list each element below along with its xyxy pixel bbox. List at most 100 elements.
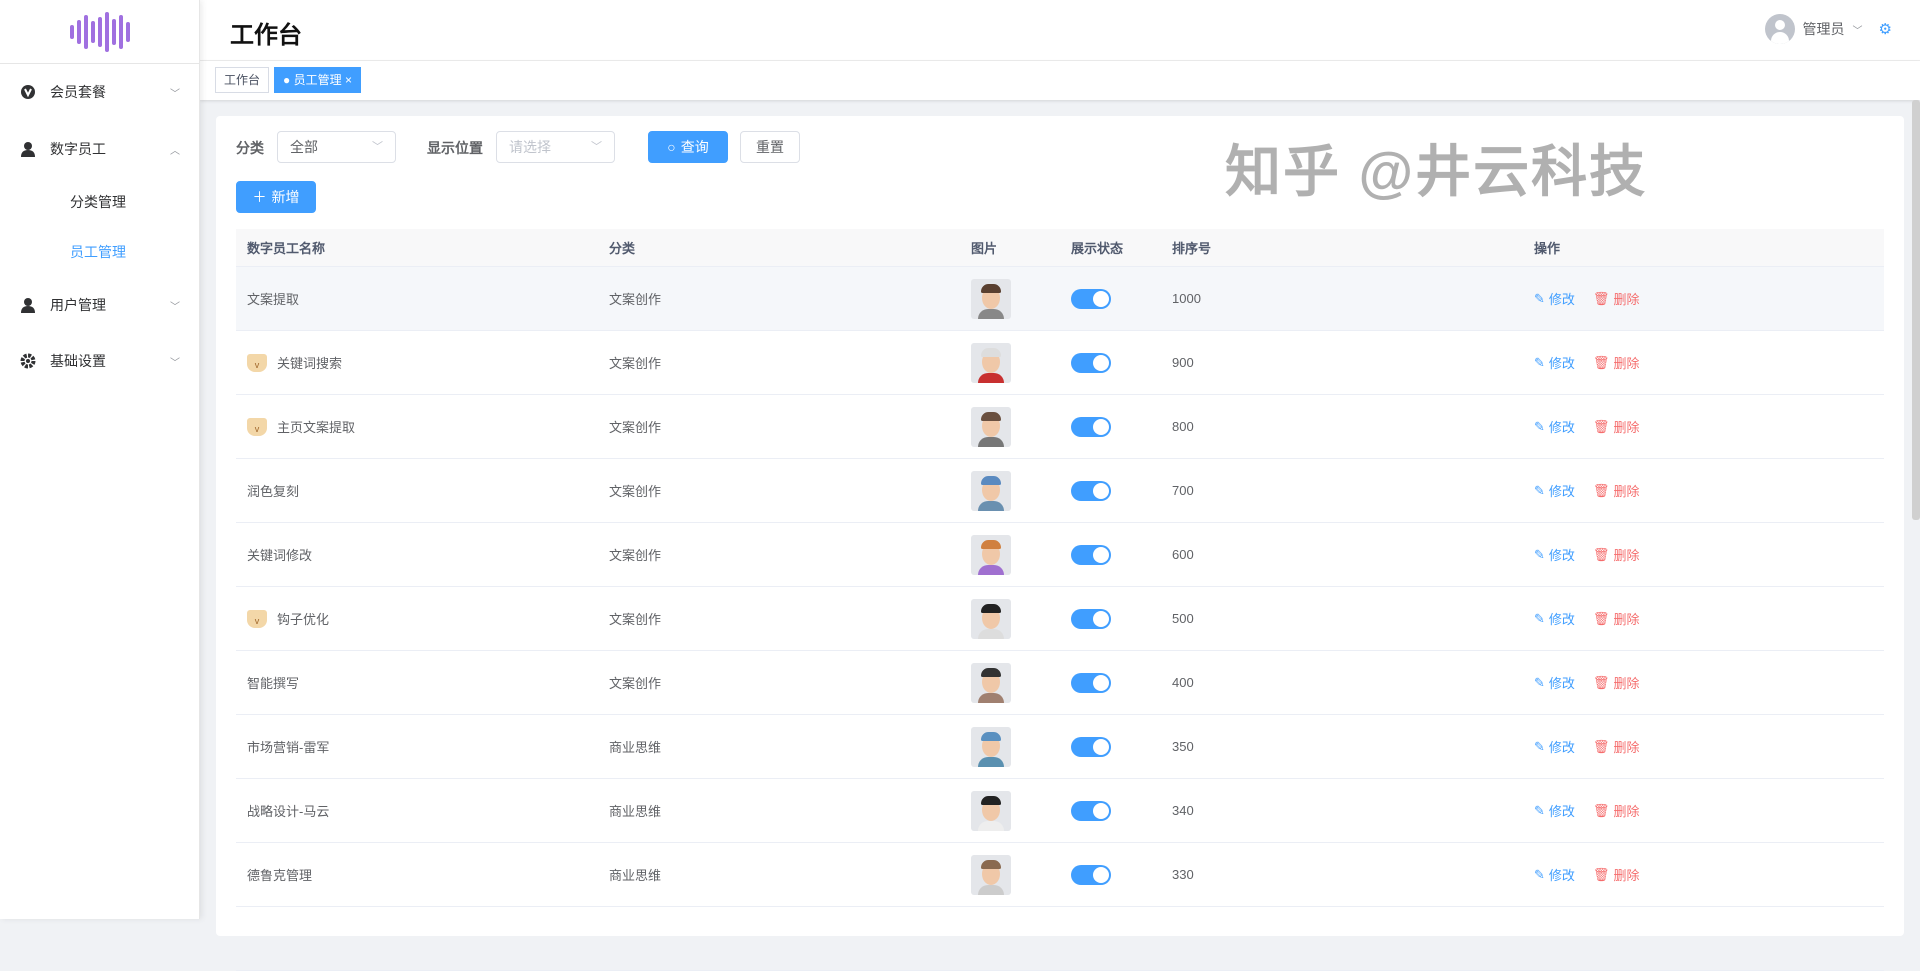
edit-button[interactable]: ✎ 修改 bbox=[1534, 481, 1575, 500]
add-button[interactable]: ＋新增 bbox=[236, 181, 316, 213]
delete-button[interactable]: 🗑︎ 删除 bbox=[1593, 289, 1640, 308]
menu-label: 会员套餐 bbox=[50, 84, 106, 100]
avatar-image[interactable] bbox=[971, 470, 1011, 511]
edit-button[interactable]: ✎ 修改 bbox=[1534, 673, 1575, 692]
user-menu[interactable]: 管理员 ﹀ ⚙ bbox=[1764, 14, 1892, 44]
delete-button[interactable]: 🗑︎ 删除 bbox=[1593, 609, 1640, 628]
logo-bar bbox=[90, 20, 95, 43]
status-toggle[interactable] bbox=[1071, 480, 1111, 501]
avatar-image[interactable] bbox=[971, 406, 1011, 447]
category-cell: 文案创作 bbox=[609, 676, 662, 691]
delete-button[interactable]: 🗑︎ 删除 bbox=[1593, 545, 1640, 564]
query-label: 查询 bbox=[680, 139, 709, 155]
avatar-image[interactable] bbox=[971, 342, 1011, 383]
status-toggle[interactable] bbox=[1071, 544, 1111, 565]
delete-button[interactable]: 🗑︎ 删除 bbox=[1593, 673, 1640, 692]
staff-name: 智能撰写 bbox=[247, 676, 300, 691]
column-header: 分类 bbox=[609, 241, 636, 256]
menu-digital-staff[interactable]: 数字员工 ︿ bbox=[0, 124, 200, 174]
status-toggle[interactable] bbox=[1071, 288, 1111, 309]
table-row: 文案提取 文案创作 1000 ✎ 修改 🗑︎ 删除 bbox=[236, 267, 1884, 331]
chevron-down-icon: ﹀ bbox=[372, 141, 383, 153]
table-row: v 关键词搜索 文案创作 900 ✎ 修改 🗑︎ 删除 bbox=[236, 331, 1884, 395]
menu-user-management[interactable]: 用户管理 ﹀ bbox=[0, 280, 200, 330]
menu-vip-packages[interactable]: 会员套餐 ﹀ bbox=[0, 67, 200, 117]
trash-icon: 🗑︎ bbox=[1592, 610, 1610, 626]
avatar-image[interactable] bbox=[971, 854, 1011, 895]
delete-button[interactable]: 🗑︎ 删除 bbox=[1593, 801, 1640, 820]
avatar-image[interactable] bbox=[971, 278, 1011, 319]
submenu-category-management[interactable]: 分类管理 bbox=[0, 177, 200, 227]
actions-cell: ✎ 修改 🗑︎ 删除 bbox=[1534, 523, 1639, 586]
status-toggle[interactable] bbox=[1071, 736, 1111, 757]
staff-name: 关键词修改 bbox=[247, 548, 313, 563]
actions-cell: ✎ 修改 🗑︎ 删除 bbox=[1534, 395, 1639, 458]
edit-button[interactable]: ✎ 修改 bbox=[1534, 289, 1575, 308]
tag-staff-management[interactable]: ● 员工管理 × bbox=[274, 67, 361, 93]
avatar-image[interactable] bbox=[971, 790, 1011, 831]
delete-button[interactable]: 🗑︎ 删除 bbox=[1593, 417, 1640, 436]
chevron-down-icon[interactable]: ﹀ bbox=[1852, 25, 1863, 37]
edit-button[interactable]: ✎ 修改 bbox=[1534, 609, 1575, 628]
delete-button[interactable]: 🗑︎ 删除 bbox=[1593, 865, 1640, 884]
name-cell: 智能撰写 bbox=[247, 651, 299, 714]
table-row: 润色复刻 文案创作 700 ✎ 修改 🗑︎ 删除 bbox=[236, 459, 1884, 523]
reset-label: 重置 bbox=[756, 139, 784, 155]
edit-button[interactable]: ✎ 修改 bbox=[1534, 417, 1575, 436]
avatar-image[interactable] bbox=[971, 726, 1011, 767]
status-toggle[interactable] bbox=[1071, 352, 1111, 373]
gear-icon[interactable]: ⚙ bbox=[1878, 21, 1892, 38]
trash-icon: 🗑︎ bbox=[1592, 418, 1610, 434]
status-toggle[interactable] bbox=[1071, 800, 1111, 821]
status-toggle[interactable] bbox=[1071, 416, 1111, 437]
delete-label: 删除 bbox=[1613, 612, 1640, 627]
delete-button[interactable]: 🗑︎ 删除 bbox=[1593, 353, 1640, 372]
query-button[interactable]: ○ 查询 bbox=[648, 131, 728, 163]
edit-button[interactable]: ✎ 修改 bbox=[1534, 737, 1575, 756]
avatar-image[interactable] bbox=[971, 662, 1011, 703]
submenu-staff-management[interactable]: 员工管理 bbox=[0, 227, 200, 277]
avatar-image[interactable] bbox=[971, 598, 1011, 639]
position-select[interactable]: 请选择 ﹀ bbox=[496, 131, 615, 163]
name-cell: 德鲁克管理 bbox=[247, 843, 312, 906]
menu-basic-settings[interactable]: 基础设置 ﹀ bbox=[0, 336, 200, 386]
reset-button[interactable]: 重置 bbox=[740, 131, 800, 163]
avatar-image[interactable] bbox=[971, 534, 1011, 575]
search-icon: ○ bbox=[667, 139, 676, 155]
status-toggle[interactable] bbox=[1071, 864, 1111, 885]
status-toggle[interactable] bbox=[1071, 672, 1111, 693]
vip-crown-icon: v bbox=[247, 353, 267, 372]
delete-label: 删除 bbox=[1613, 676, 1640, 691]
tag-workbench[interactable]: 工作台 bbox=[215, 67, 270, 93]
edit-button[interactable]: ✎ 修改 bbox=[1534, 353, 1575, 372]
edit-button[interactable]: ✎ 修改 bbox=[1534, 865, 1575, 884]
status-toggle[interactable] bbox=[1071, 608, 1111, 629]
staff-name: 主页文案提取 bbox=[277, 420, 356, 435]
staff-name: 市场营销-雷军 bbox=[247, 740, 330, 755]
status-cell bbox=[1071, 523, 1111, 586]
delete-button[interactable]: 🗑︎ 删除 bbox=[1593, 737, 1640, 756]
logo-bar bbox=[104, 11, 109, 52]
order-cell: 1000 bbox=[1172, 291, 1201, 306]
order-cell: 340 bbox=[1172, 803, 1194, 818]
edit-icon: ✎ bbox=[1534, 546, 1545, 562]
avatar[interactable] bbox=[1764, 14, 1795, 44]
order-cell: 350 bbox=[1172, 739, 1194, 754]
menu-label: 员工管理 bbox=[70, 244, 126, 260]
edit-label: 修改 bbox=[1548, 420, 1575, 435]
trash-icon: 🗑︎ bbox=[1592, 738, 1610, 754]
close-icon[interactable]: × bbox=[344, 73, 352, 87]
image-cell bbox=[971, 395, 1011, 458]
edit-button[interactable]: ✎ 修改 bbox=[1534, 545, 1575, 564]
category-cell: 文案创作 bbox=[609, 484, 662, 499]
trash-icon: 🗑︎ bbox=[1592, 674, 1610, 690]
table-row: 智能撰写 文案创作 400 ✎ 修改 🗑︎ 删除 bbox=[236, 651, 1884, 715]
edit-button[interactable]: ✎ 修改 bbox=[1534, 801, 1575, 820]
image-cell bbox=[971, 651, 1011, 714]
column-header: 操作 bbox=[1534, 241, 1561, 256]
scrollbar[interactable] bbox=[1912, 100, 1920, 520]
delete-label: 删除 bbox=[1613, 740, 1640, 755]
username[interactable]: 管理员 bbox=[1802, 21, 1845, 37]
delete-button[interactable]: 🗑︎ 删除 bbox=[1593, 481, 1640, 500]
category-select[interactable]: 全部 ﹀ bbox=[277, 131, 396, 163]
